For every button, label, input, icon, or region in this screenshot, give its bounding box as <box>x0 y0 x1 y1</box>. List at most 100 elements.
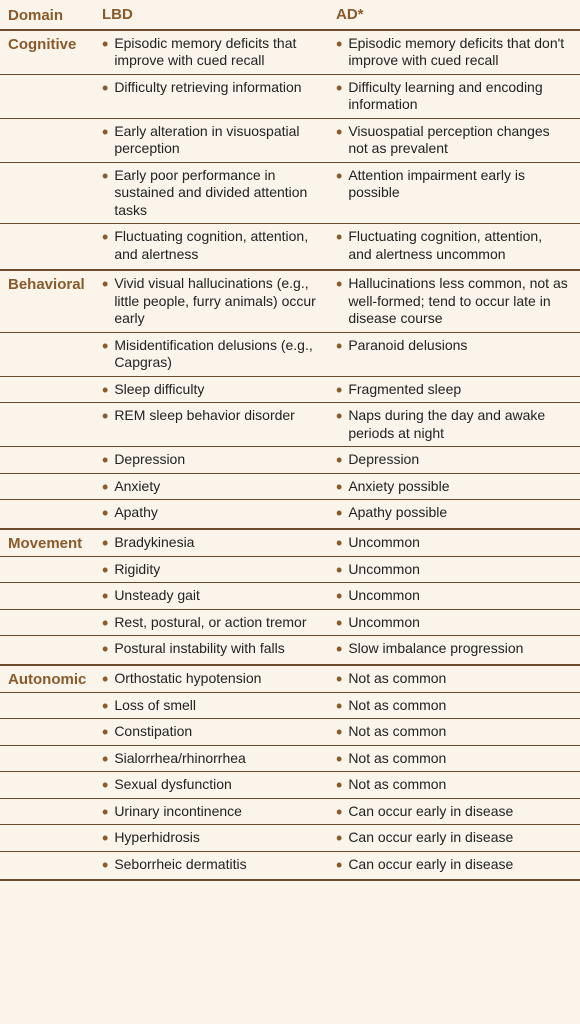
lbd-text: Sexual dysfunction <box>114 776 324 794</box>
domain-label: Autonomic <box>8 670 102 688</box>
ad-cell: •Uncommon <box>336 561 572 579</box>
bullet-icon: • <box>102 803 108 819</box>
ad-text: Depression <box>348 451 568 469</box>
domain-label <box>8 614 102 632</box>
lbd-cell: • Orthostatic hypotension <box>102 670 336 688</box>
bullet-icon: • <box>336 167 342 183</box>
lbd-cell: • Apathy <box>102 504 336 522</box>
table-header-row: Domain LBD AD* <box>0 0 580 31</box>
header-ad: AD* <box>336 6 572 25</box>
ad-text: Not as common <box>348 723 568 741</box>
lbd-cell: •Loss of smell <box>102 697 336 715</box>
domain-label <box>8 776 102 794</box>
ad-text: Uncommon <box>348 587 568 605</box>
ad-text: Difficulty learning and encoding informa… <box>348 79 568 114</box>
lbd-text: Difficulty retrieving infor­mation <box>114 79 324 97</box>
lbd-text: Hyperhidrosis <box>114 829 324 847</box>
lbd-text: Misidentification delusions (e.g., Capgr… <box>114 337 324 372</box>
table-row: • Seborrheic dermatitis •Can occur early i… <box>0 852 580 880</box>
lbd-cell: • Bradykinesia <box>102 534 336 552</box>
bullet-icon: • <box>102 504 108 520</box>
bullet-icon: • <box>102 228 108 244</box>
lbd-cell: • Seborrheic dermatitis <box>102 856 336 874</box>
ad-cell: •Can occur early in disease <box>336 803 572 821</box>
lbd-text: Seborrheic dermatitis <box>114 856 324 874</box>
ad-text: Uncommon <box>348 534 568 552</box>
bullet-icon: • <box>102 640 108 656</box>
ad-cell: •Can occur early in disease <box>336 829 572 847</box>
ad-text: Attention impairment early is possible <box>348 167 568 202</box>
bullet-icon: • <box>102 723 108 739</box>
header-lbd: LBD <box>102 6 336 25</box>
table-row: • Fluctuating cognition, at­tention, and … <box>0 224 580 271</box>
table-row: •Difficulty retrieving infor­mation•Diff… <box>0 75 580 119</box>
lbd-cell: •Difficulty retrieving infor­mation <box>102 79 336 114</box>
comparison-table: Domain LBD AD* Cognitive•Episodic memory… <box>0 0 580 881</box>
table-row: • Urinary incontinence •Can occur early in… <box>0 799 580 826</box>
ad-cell: • Anxiety possible <box>336 478 572 496</box>
ad-cell: •Depression <box>336 451 572 469</box>
bullet-icon: • <box>102 670 108 686</box>
table-row: •Early poor performance in sustained and… <box>0 163 580 225</box>
ad-cell: •Visuospatial perception changes not as … <box>336 123 572 158</box>
ad-text: Episodic memory deficits that don't impr… <box>348 35 568 70</box>
ad-text: Visuospatial perception changes not as p… <box>348 123 568 158</box>
ad-cell: •Not as common <box>336 723 572 741</box>
domain-label <box>8 478 102 496</box>
domain-label: Cognitive <box>8 35 102 70</box>
bullet-icon: • <box>102 750 108 766</box>
domain-block: Cognitive•Episodic memory deficits that … <box>0 31 580 272</box>
ad-text: Anxiety possible <box>348 478 568 496</box>
lbd-text: Urinary incontinence <box>114 803 324 821</box>
bullet-icon: • <box>102 697 108 713</box>
ad-text: Uncommon <box>348 614 568 632</box>
bullet-icon: • <box>336 640 342 656</box>
lbd-cell: •Vivid visual hallucinations (e.g., litt… <box>102 275 336 328</box>
bullet-icon: • <box>336 614 342 630</box>
bullet-icon: • <box>102 35 108 51</box>
bullet-icon: • <box>336 275 342 291</box>
lbd-text: Constipation <box>114 723 324 741</box>
ad-cell: •Slow imbalance pro­gression <box>336 640 572 658</box>
ad-text: Fluctuating cognition, attention, and al… <box>348 228 568 263</box>
ad-text: Naps during the day and awake periods at… <box>348 407 568 442</box>
ad-cell: •Not as common <box>336 697 572 715</box>
ad-text: Fragmented sleep <box>348 381 568 399</box>
lbd-cell: • Constipation <box>102 723 336 741</box>
lbd-text: Apathy <box>114 504 324 522</box>
ad-text: Not as common <box>348 670 568 688</box>
bullet-icon: • <box>102 856 108 872</box>
domain-label <box>8 640 102 658</box>
lbd-text: Fluctuating cognition, at­tention, and a… <box>114 228 324 263</box>
domain-label <box>8 167 102 220</box>
bullet-icon: • <box>336 587 342 603</box>
lbd-cell: • Episodic memory deficits that improve w… <box>102 35 336 70</box>
domain-block: Movement•Bradykinesia•Uncommon•Rigidity•… <box>0 530 580 666</box>
bullet-icon: • <box>102 167 108 183</box>
ad-text: Can occur early in disease <box>348 829 568 847</box>
lbd-text: Episodic memory deficits that improve wi… <box>114 35 324 70</box>
ad-cell: •Apathy possible <box>336 504 572 522</box>
bullet-icon: • <box>102 829 108 845</box>
ad-cell: •Uncommon <box>336 534 572 552</box>
table-row: Cognitive• Episodic memory deficits that … <box>0 31 580 75</box>
bullet-icon: • <box>336 803 342 819</box>
ad-cell: • Difficulty learning and encoding inform… <box>336 79 572 114</box>
lbd-text: REM sleep behavior disorder <box>114 407 324 425</box>
ad-text: Not as common <box>348 776 568 794</box>
ad-cell: •Can occur early in disease <box>336 856 572 874</box>
lbd-cell: •Rigidity <box>102 561 336 579</box>
domain-label: Behavioral <box>8 275 102 328</box>
lbd-text: Vivid visual hallucinations (e.g., littl… <box>114 275 324 328</box>
bullet-icon: • <box>336 79 342 95</box>
table-row: Movement•Bradykinesia•Uncommon <box>0 530 580 557</box>
lbd-text: Bradykinesia <box>114 534 324 552</box>
bullet-icon: • <box>102 534 108 550</box>
bullet-icon: • <box>336 478 342 494</box>
bullet-icon: • <box>336 381 342 397</box>
bullet-icon: • <box>102 478 108 494</box>
ad-text: Paranoid delusions <box>348 337 568 355</box>
domain-block: Behavioral•Vivid visual hallucinations (… <box>0 271 580 530</box>
lbd-text: Orthostatic hypotension <box>114 670 324 688</box>
ad-cell: •Paranoid delusions <box>336 337 572 372</box>
